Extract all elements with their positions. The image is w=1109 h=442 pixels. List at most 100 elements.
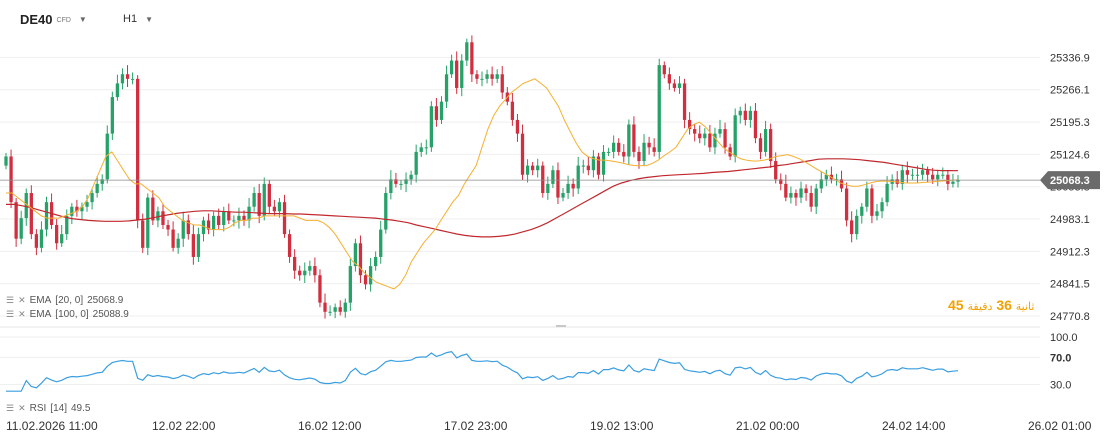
candle-body — [318, 275, 322, 303]
candle — [860, 203, 864, 224]
ema100-legend[interactable]: ☰ ✕ EMA [100, 0] 25088.9 — [6, 309, 129, 320]
candle-countdown: 45 ثانية 36 دقيقة — [948, 297, 1034, 313]
candle-body — [510, 101, 515, 120]
candle-body — [353, 243, 358, 267]
close-icon[interactable]: ✕ — [18, 309, 26, 319]
current-price-label: 25068.3 — [1050, 175, 1090, 187]
candle-body — [799, 188, 803, 198]
candle — [257, 183, 261, 224]
symbol-selector[interactable]: DE40 CFD ▼ — [20, 10, 87, 28]
candle — [880, 197, 884, 219]
candle-body — [576, 165, 580, 189]
candle-body — [794, 193, 798, 198]
candle-body — [434, 106, 439, 120]
candle-body — [292, 256, 297, 271]
candle — [632, 116, 636, 158]
candle-body — [693, 129, 697, 134]
candle — [196, 227, 201, 262]
candle-body — [480, 78, 484, 80]
candle-body — [272, 206, 277, 212]
rsi-axis: 100.0 70.0 30.0 — [1050, 332, 1078, 391]
candle — [9, 149, 13, 209]
candle — [693, 124, 697, 142]
candle — [804, 184, 808, 201]
candle — [774, 152, 778, 184]
caret-down-icon: ▼ — [145, 14, 153, 24]
candle-body — [606, 151, 611, 153]
candle-body — [9, 156, 13, 203]
candle-body — [738, 110, 742, 116]
candle — [809, 185, 813, 212]
lines-icon[interactable]: ☰ — [6, 403, 15, 413]
rsi-tick-label: 70.0 — [1050, 352, 1071, 364]
candle-body — [338, 307, 342, 312]
candle-body — [65, 215, 69, 235]
candle — [627, 119, 631, 165]
lines-icon[interactable]: ☰ — [6, 295, 15, 305]
candle-body — [34, 234, 39, 248]
candle — [596, 152, 601, 180]
candle — [510, 92, 515, 126]
candle-body — [313, 266, 317, 276]
candle-body — [363, 275, 368, 285]
candle — [19, 210, 23, 245]
candle-body — [419, 147, 423, 152]
candle-body — [60, 234, 64, 244]
candle-body — [748, 110, 753, 120]
ema20-legend[interactable]: ☰ ✕ EMA [20, 0] 25068.9 — [6, 295, 123, 306]
rsi-line — [6, 350, 959, 392]
candle — [865, 181, 869, 212]
panel-resize-handle[interactable] — [556, 325, 566, 327]
candle — [687, 112, 692, 135]
candle-body — [389, 179, 393, 194]
candle — [217, 208, 221, 230]
candle-body — [622, 151, 626, 157]
time-tick-label: 17.02 23:00 — [444, 419, 508, 433]
candle — [44, 196, 49, 237]
candle — [166, 219, 170, 236]
candle — [399, 180, 403, 190]
candle-body — [368, 266, 373, 285]
close-icon[interactable]: ✕ — [18, 295, 26, 305]
candle-body — [186, 220, 190, 235]
candle-body — [728, 147, 732, 157]
candle — [434, 98, 439, 127]
candle-body — [485, 74, 489, 79]
candle — [500, 66, 504, 99]
timeframe-selector[interactable]: H1 ▼ — [123, 10, 153, 28]
candle-body — [379, 229, 383, 257]
candle-body — [24, 193, 28, 219]
candle — [606, 147, 611, 157]
candle-body — [536, 165, 540, 171]
candle — [465, 38, 469, 67]
candle-body — [277, 202, 282, 212]
ema100-legend-value: 25088.9 — [92, 309, 129, 320]
candle — [794, 189, 798, 206]
candle — [323, 293, 327, 319]
candle — [358, 235, 363, 284]
lines-icon[interactable]: ☰ — [6, 309, 15, 319]
ema100-legend-label: EMA — [29, 309, 52, 320]
candle — [647, 136, 651, 155]
candle — [900, 164, 904, 190]
candle — [125, 65, 130, 88]
candle-body — [110, 97, 114, 134]
candle — [910, 168, 915, 181]
candle — [171, 221, 175, 252]
candle — [404, 172, 408, 193]
candle — [328, 305, 332, 316]
grid-lines — [0, 56, 1040, 317]
time-tick-label: 19.02 13:00 — [590, 419, 654, 433]
rsi-legend[interactable]: ☰ ✕ RSI [14] 49.5 — [6, 403, 90, 414]
candle — [115, 74, 120, 101]
candle-body — [713, 133, 717, 148]
candle-body — [931, 174, 935, 180]
candle — [601, 145, 606, 182]
candle — [718, 119, 722, 138]
candle — [733, 108, 737, 163]
candle-body — [85, 202, 89, 207]
time-axis: 11.02.2026 11:00 12.02 22:00 16.02 12:00 17… — [6, 419, 1092, 433]
candle — [141, 213, 145, 253]
close-icon[interactable]: ✕ — [18, 403, 26, 413]
